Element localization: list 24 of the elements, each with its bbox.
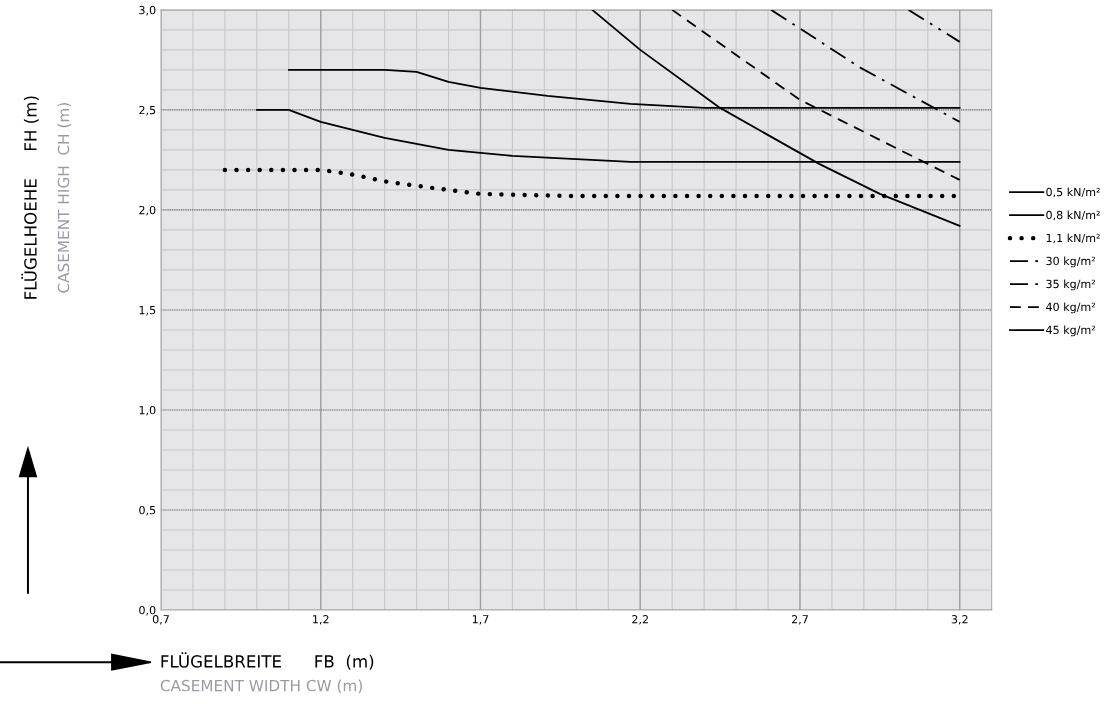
- legend-label: 45 kg/m²: [1046, 325, 1096, 337]
- y-tick-label: 2,0: [139, 205, 156, 216]
- y-tick-label: 1,0: [139, 405, 156, 416]
- x-tick-label: 2,2: [632, 615, 648, 625]
- x-tick-label: 1,2: [313, 615, 329, 625]
- legend-label: 0,8 kN/m²: [1046, 210, 1100, 221]
- text: CASEMENT WIDTH CW (m): [160, 679, 362, 694]
- legend-label: 30 kg/m²: [1046, 256, 1096, 268]
- text: CASEMENT HIGH CH (m): [57, 103, 72, 293]
- y-tick-label: 2,5: [139, 105, 156, 116]
- y-tick-label: 3,0: [139, 5, 156, 16]
- x-tick-label: 3,2: [951, 615, 968, 625]
- x-axis-title: FLÜGELBREITE FB (m): [161, 652, 374, 670]
- y-tick-label: 0,0: [139, 605, 156, 616]
- y-tick-label: 1,5: [139, 306, 156, 316]
- x-tick-label: 0,7: [152, 615, 169, 625]
- x-tick-label: 1,7: [472, 615, 489, 625]
- text: FLÜGELHOEHE FH (m): [21, 96, 39, 299]
- legend-label: 0,5 kN/m²: [1046, 187, 1100, 198]
- legend-label: 35 kg/m²: [1046, 279, 1096, 291]
- y-tick-label: 0,5: [139, 505, 156, 516]
- x-tick-label: 2,7: [791, 615, 808, 625]
- legend-label: 40 kg/m²: [1046, 302, 1096, 314]
- legend-label: 1,1 kN/m²: [1046, 233, 1100, 244]
